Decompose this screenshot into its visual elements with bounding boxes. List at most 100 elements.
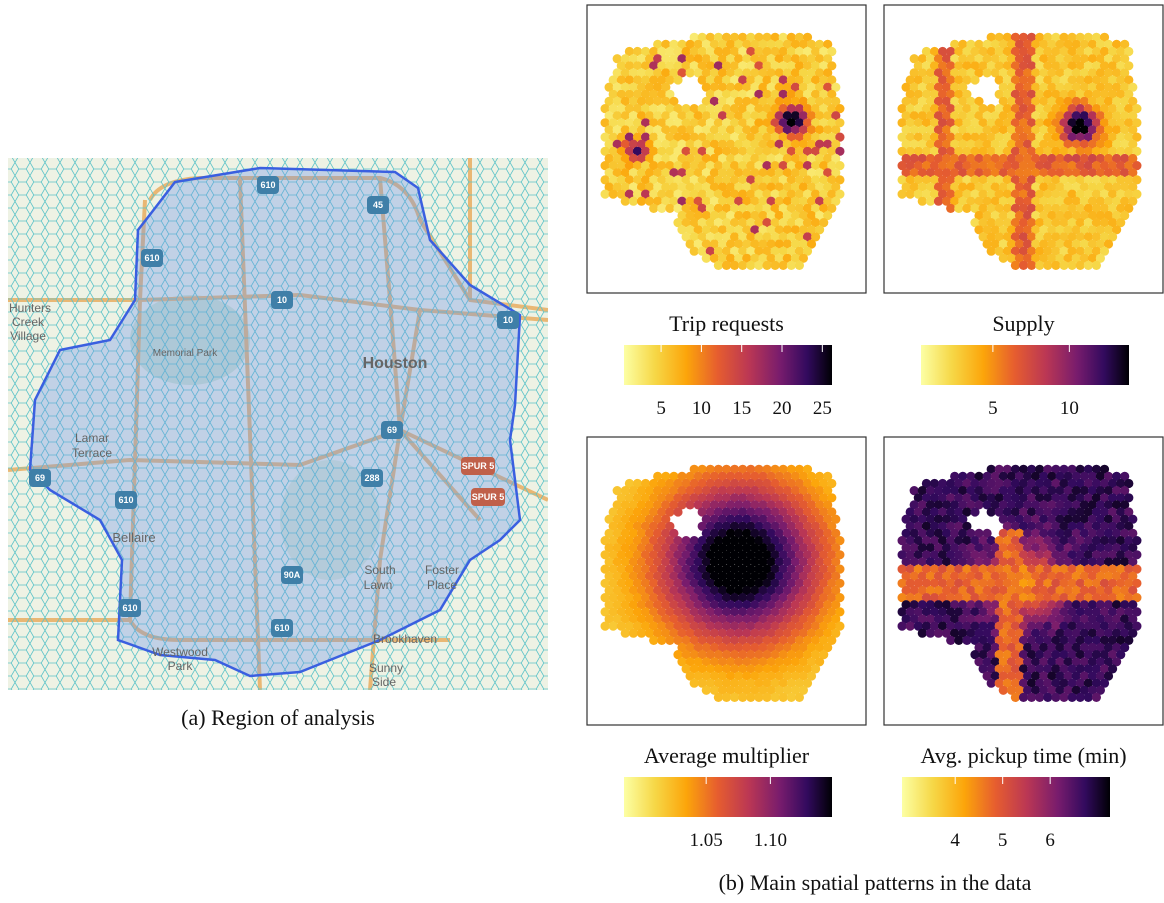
highway-label: 610 <box>274 623 289 633</box>
heat-cell <box>779 261 788 270</box>
heat-cell <box>987 247 996 256</box>
map-label: Lawn <box>364 578 393 592</box>
heat-cell <box>962 636 971 645</box>
highway-label: 90A <box>284 570 301 580</box>
heat-cell <box>1076 693 1085 702</box>
heat-cell <box>970 507 979 516</box>
heat-cell <box>762 693 771 702</box>
colorbar-tick-label: 1.05 <box>690 830 723 851</box>
caption: (b) Main spatial patterns in the data <box>719 870 1032 895</box>
heat-cell <box>1035 693 1044 702</box>
colorbar-tick-label: 10 <box>692 398 711 419</box>
heat-cell <box>673 75 682 84</box>
map <box>8 158 548 690</box>
heat-cell <box>621 197 630 206</box>
heat-cell <box>1027 693 1036 702</box>
heat-cell <box>934 629 943 638</box>
heat-cell <box>1035 261 1044 270</box>
heat-cell <box>657 636 666 645</box>
heat-cell <box>779 693 788 702</box>
highway-label: 288 <box>364 473 379 483</box>
heat-cell <box>795 693 804 702</box>
heat-cell <box>609 190 618 199</box>
colorbar-tick-label: 4 <box>950 830 960 851</box>
map-label: Westwood <box>152 645 208 659</box>
heat-cell <box>1084 261 1093 270</box>
heat-cell <box>649 636 658 645</box>
heat-cell <box>762 261 771 270</box>
colorbar <box>624 777 832 817</box>
heat-cell <box>771 261 780 270</box>
heat-cell <box>686 68 695 77</box>
highway-label: 10 <box>277 295 287 305</box>
heat-cell <box>601 190 610 199</box>
colorbar-tick-label: 1.10 <box>754 830 787 851</box>
heat-cell <box>637 629 646 638</box>
heat-cell <box>730 693 739 702</box>
highway-label: 10 <box>503 315 513 325</box>
heat-cell <box>954 636 963 645</box>
heat-cell <box>906 622 915 631</box>
heat-cell <box>898 190 907 199</box>
heat-cell <box>673 507 682 516</box>
heat-cell <box>714 261 723 270</box>
heat-cell <box>1027 261 1036 270</box>
colorbar <box>921 345 1129 385</box>
heat-cell <box>754 261 763 270</box>
panel-title: Trip requests <box>669 311 784 336</box>
map-label: Foster <box>425 563 459 577</box>
highway-label: SPUR 5 <box>472 492 505 502</box>
map-label: Houston <box>363 355 428 372</box>
colorbar-tick-label: 15 <box>732 398 751 419</box>
map-label: Brookhaven <box>373 632 437 646</box>
heat-cell <box>934 197 943 206</box>
heat-cell <box>926 629 935 638</box>
heat-cell <box>946 204 955 213</box>
heat-cell <box>946 636 955 645</box>
heat-cell <box>722 261 731 270</box>
heat-cell <box>609 622 618 631</box>
colorbar-tick-label: 5 <box>998 830 1008 851</box>
map-label: Memorial Park <box>153 348 218 359</box>
heat-cell <box>970 75 979 84</box>
heat-cell <box>665 204 674 213</box>
highway-label: 45 <box>373 200 383 210</box>
heat-cell <box>637 197 646 206</box>
heat-cell <box>1043 261 1052 270</box>
heat-cell <box>987 679 996 688</box>
heat-cell <box>1011 693 1020 702</box>
colorbar-tick-label: 10 <box>1060 398 1079 419</box>
colorbar-tick-label: 25 <box>813 398 832 419</box>
heat-cell <box>702 254 711 263</box>
heat-cell <box>746 261 755 270</box>
panel-title: Average multiplier <box>644 743 810 768</box>
map-label: South <box>364 563 395 577</box>
heat-cell <box>714 693 723 702</box>
highway-label: 69 <box>35 473 45 483</box>
heat-cell <box>1068 693 1077 702</box>
heat-cell <box>983 68 992 77</box>
heat-cell <box>918 197 927 206</box>
highway-label: 610 <box>122 603 137 613</box>
highway-label: 610 <box>260 180 275 190</box>
map-label: Terrace <box>72 446 112 460</box>
caption: (a) Region of analysis <box>181 705 375 730</box>
highway-label: SPUR 5 <box>462 461 495 471</box>
colorbar-tick-label: 20 <box>773 398 792 419</box>
heat-cell <box>690 679 699 688</box>
colorbar-tick-label: 5 <box>988 398 998 419</box>
map-label: Side <box>372 675 396 689</box>
map-label: Lamar <box>75 431 109 445</box>
heat-cell <box>1043 693 1052 702</box>
highway-label: 610 <box>144 253 159 263</box>
heat-cell <box>702 686 711 695</box>
heat-cell <box>962 204 971 213</box>
heat-cell <box>1068 261 1077 270</box>
heat-cell <box>746 693 755 702</box>
highway-label: 610 <box>118 495 133 505</box>
heat-cell <box>686 500 695 509</box>
heat-cell <box>787 261 796 270</box>
map-label: Park <box>168 659 194 673</box>
heat-cell <box>738 261 747 270</box>
heat-cell <box>795 261 804 270</box>
